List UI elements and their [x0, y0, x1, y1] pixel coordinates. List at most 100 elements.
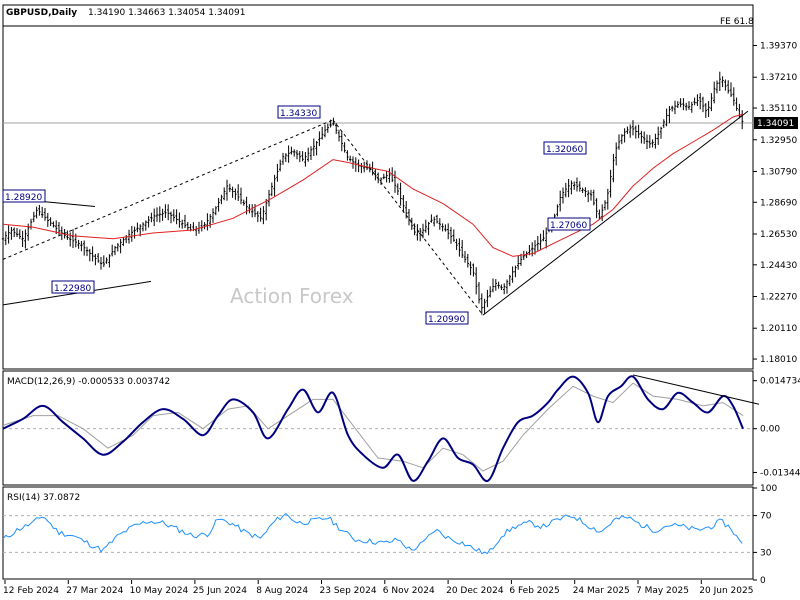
pivot-label-box: [425, 311, 469, 325]
price-bar: [469, 261, 472, 276]
rsi-y-tick-label: 100: [760, 484, 777, 494]
price-bar: [279, 159, 282, 172]
price-bar: [654, 133, 657, 149]
price-bar: [102, 255, 105, 268]
price-bar: [228, 183, 231, 193]
price-bar: [567, 179, 570, 198]
moving-average-line: [2, 113, 744, 257]
price-bar: [704, 103, 707, 118]
price-bar: [178, 212, 181, 228]
price-bar: [475, 267, 478, 295]
price-bar: [312, 138, 315, 157]
trendline: [482, 110, 749, 316]
price-bar: [66, 230, 69, 240]
price-bar: [83, 240, 86, 256]
price-bar: [181, 219, 184, 229]
price-bar: [601, 204, 604, 222]
price-bar: [399, 182, 402, 206]
price-bar: [393, 170, 397, 193]
x-axis-label: 27 Mar 2024: [66, 586, 123, 596]
price-bar: [455, 238, 458, 250]
price-bar: [35, 206, 38, 219]
price-bar: [234, 188, 237, 200]
price-bar: [18, 229, 21, 240]
price-bar: [489, 286, 492, 298]
trendline: [2, 119, 334, 260]
price-bar: [298, 150, 301, 163]
price-bar: [111, 244, 114, 257]
price-bar: [332, 117, 335, 126]
price-y-tick-label: 1.18010: [760, 355, 797, 365]
pivot-label-box: [547, 217, 591, 231]
price-bar: [718, 71, 721, 92]
price-bar: [416, 224, 419, 241]
price-bar: [323, 124, 327, 138]
x-axis-label: 20 Jun 2025: [699, 586, 753, 596]
price-bar: [433, 216, 436, 227]
price-bar: [116, 243, 119, 252]
price-bar: [735, 97, 738, 111]
price-bar: [337, 129, 341, 142]
price-bar: [472, 263, 475, 277]
price-bar: [360, 162, 363, 174]
price-bar: [186, 222, 189, 231]
price-bar: [559, 190, 562, 212]
price-bar: [259, 207, 262, 222]
price-bar: [265, 198, 268, 221]
price-bar: [183, 214, 187, 229]
price-y-tick-label: 1.39370: [760, 42, 797, 52]
price-bar: [94, 253, 97, 266]
price-bar: [251, 204, 254, 218]
price-bar: [631, 120, 635, 136]
price-bar: [10, 226, 13, 240]
price-bar: [587, 190, 590, 203]
price-bar: [195, 226, 198, 236]
price-bar: [713, 81, 716, 104]
price-y-tick-label: 1.32950: [760, 136, 797, 146]
price-bar: [46, 212, 49, 227]
price-bar: [52, 221, 55, 228]
price-panel-frame: [2, 4, 754, 370]
rsi-y-tick-label: 30: [760, 548, 772, 558]
price-bar: [287, 145, 290, 163]
price-bar: [24, 229, 27, 249]
price-bar: [365, 160, 369, 171]
price-bar: [741, 110, 744, 130]
price-bar: [724, 79, 727, 91]
price-bar: [598, 209, 601, 220]
price-bar: [477, 282, 481, 304]
price-bar: [640, 130, 643, 144]
price-bar: [21, 230, 24, 247]
price-bar: [659, 126, 663, 139]
price-bar: [430, 214, 433, 223]
price-bar: [91, 246, 94, 262]
price-bar: [346, 150, 349, 161]
price-bar: [281, 152, 285, 165]
price-bar: [491, 278, 495, 293]
price-bar: [609, 169, 612, 198]
price-bar: [657, 126, 660, 145]
price-bar: [651, 139, 654, 148]
price-bar: [147, 216, 150, 228]
price-bar: [617, 134, 621, 150]
pivot-label: 1.28920: [5, 193, 42, 203]
price-bar: [343, 142, 346, 153]
price-bar: [589, 189, 593, 201]
price-bar: [561, 187, 565, 204]
price-bar: [242, 199, 245, 206]
price-bar: [645, 134, 649, 149]
price-bar: [545, 227, 548, 249]
price-bar: [385, 171, 388, 183]
price-bar: [276, 163, 279, 182]
price-bar: [729, 82, 733, 98]
price-bar: [536, 235, 539, 251]
price-bar: [732, 87, 735, 106]
price-bar: [231, 186, 234, 198]
price-bar: [237, 184, 240, 201]
price-bar: [4, 231, 7, 246]
price-bar: [225, 179, 229, 201]
x-axis-label: 24 Mar 2025: [573, 586, 630, 596]
price-bar: [427, 221, 430, 236]
price-bar: [578, 181, 581, 192]
